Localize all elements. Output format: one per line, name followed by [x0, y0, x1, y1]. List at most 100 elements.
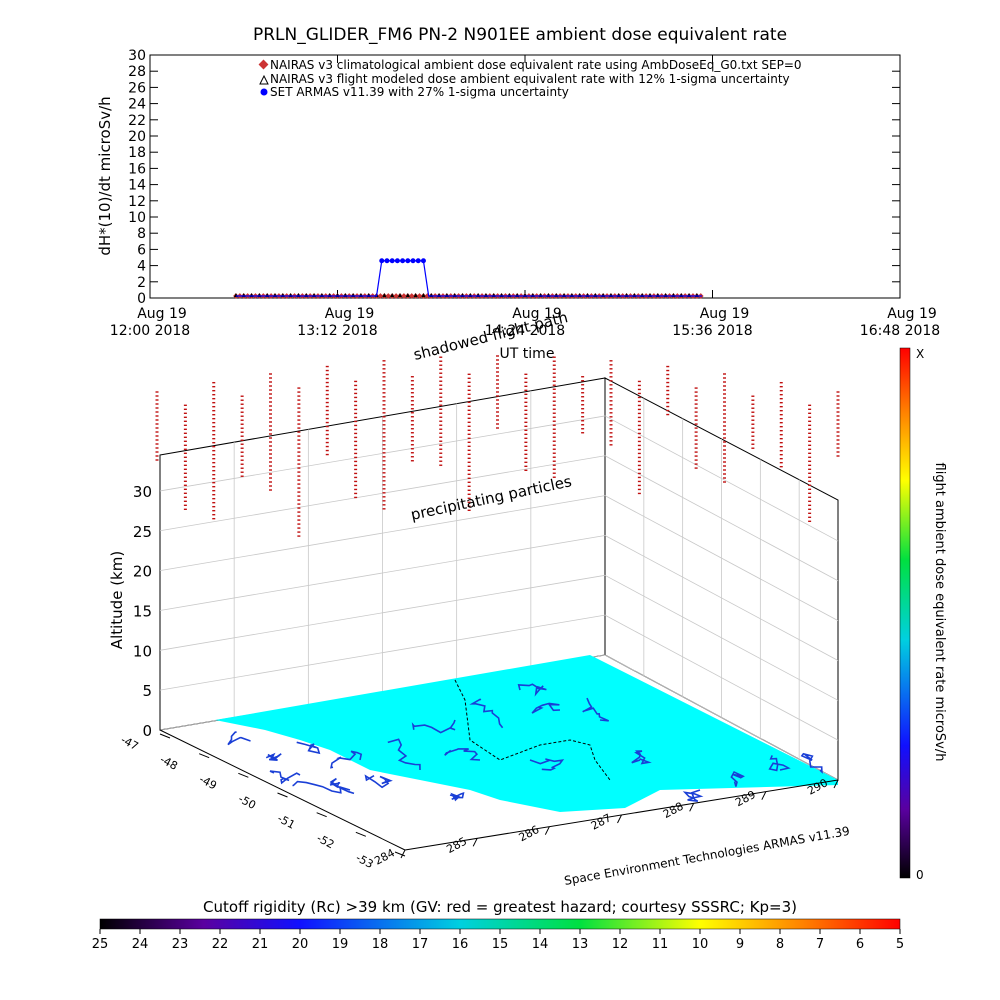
latitude-tick [159, 733, 171, 739]
series-armas-line [235, 260, 703, 297]
point-modeled [405, 293, 410, 297]
coastline-segment [411, 719, 456, 734]
point-modeled [413, 293, 418, 297]
latitude-tick [198, 753, 210, 759]
point-modeled [390, 293, 395, 297]
top-y-tick-label: 12 [128, 194, 146, 210]
coastline-segment [531, 702, 561, 714]
longitude-tick [400, 849, 406, 859]
point-modeled [382, 293, 387, 297]
latitude-tick [394, 851, 406, 857]
bottom-colorbar-tick-label: 12 [612, 937, 629, 952]
cyan-surface [215, 655, 838, 812]
coastline-segment [529, 758, 565, 771]
right-colorbar [899, 347, 911, 879]
point-modeled [421, 293, 426, 297]
coastline-segment [364, 774, 393, 789]
right-colorbar-max-label: X [916, 347, 924, 361]
point-climatological [408, 293, 415, 299]
point-armas [420, 258, 426, 264]
precipitating-particles [155, 355, 840, 537]
bottom-colorbar-ticks: 25 24 23 22 21 20 19 18 17 16 15 14 13 12 11 10 9 8 7 6 5 [92, 929, 904, 952]
point-armas [400, 258, 406, 264]
coastline-segment [292, 780, 351, 794]
bottom-colorbar [99, 918, 901, 930]
credit-text: Space Environment Technologies ARMAS v11… [563, 824, 851, 888]
point-armas [379, 258, 385, 264]
bottom-colorbar-tick-label: 13 [572, 937, 589, 952]
longitude-tick [472, 838, 478, 847]
altitude-axis: 0 5 10 15 20 25 30 [133, 483, 152, 740]
bottom-colorbar-tick-label: 6 [856, 937, 864, 952]
bottom-colorbar-tick-label: 25 [92, 937, 109, 952]
legend-marker-climatological [258, 59, 269, 70]
bottom-colorbar-tick-label: 17 [412, 937, 429, 952]
top-y-tick-label: 22 [128, 113, 146, 129]
coastline-segment [227, 731, 251, 746]
coastline-segment [329, 777, 355, 795]
top-y-tick-label: 8 [137, 226, 146, 242]
longitude-tick [761, 791, 767, 800]
bottom-colorbar-tick-label: 7 [816, 937, 824, 952]
point-armas [394, 258, 400, 264]
legend-item-modeled: NAIRAS v3 flight modeled dose ambient eq… [270, 72, 790, 86]
legend-marker-armas [260, 88, 268, 96]
annotation-precipitating-particles: precipitating particles [409, 472, 573, 524]
top-x-tick-date: Aug 19 [137, 306, 187, 322]
legend-item-armas: SET ARMAS v11.39 with 27% 1-sigma uncert… [270, 85, 569, 99]
bottom-colorbar-tick-label: 9 [736, 937, 744, 952]
top-y-tick-label: 26 [128, 80, 146, 96]
point-climatological [385, 293, 392, 299]
coastline-segment [330, 750, 363, 769]
top-y-tick-label: 4 [137, 259, 146, 275]
right-colorbar-min-label: 0 [916, 868, 924, 882]
bottom-colorbar-tick-label: 20 [292, 937, 309, 952]
longitude-tick [689, 803, 695, 812]
bottom-colorbar-tick-label: 10 [692, 937, 709, 952]
legend-item-climatological: NAIRAS v3 climatological ambient dose eq… [270, 58, 802, 72]
top-x-tick-date: Aug 19 [325, 306, 375, 322]
latitude-tick-label: -52 [314, 832, 336, 852]
longitude-tick [617, 814, 622, 824]
coastline-segment [469, 698, 504, 729]
altitude-tick-label: 5 [142, 682, 152, 700]
top-x-tick-time: 13:12 2018 [297, 323, 377, 339]
coastline-segment [296, 741, 321, 755]
latitude-tick [277, 792, 288, 798]
altitude-tick-label: 15 [133, 602, 152, 620]
top-x-tick-date: Aug 19 [512, 306, 562, 322]
bottom-colorbar-tick-label: 15 [492, 937, 509, 952]
top-x-tick-date: Aug 19 [887, 306, 937, 322]
bottom-colorbar-tick-label: 14 [532, 937, 549, 952]
legend: NAIRAS v3 climatological ambient dose eq… [258, 58, 802, 99]
top-x-tick-time: 16:48 2018 [860, 323, 940, 339]
point-armas [384, 258, 390, 264]
floor-edge-front-left [159, 729, 406, 851]
longitude-tick-label: 286 [517, 823, 542, 844]
point-armas [389, 258, 395, 264]
top-y-tick-label: 20 [128, 129, 146, 145]
altitude-tick-label: 0 [142, 722, 152, 740]
top-y-tick-label: 30 [128, 48, 146, 64]
bottom-colorbar-tick-label: 18 [372, 937, 389, 952]
point-armas [415, 258, 421, 264]
coastline-segment [631, 750, 652, 765]
longitude-tick-label: 289 [733, 788, 758, 809]
point-modeled [398, 293, 402, 297]
coastline-segment [517, 683, 547, 697]
top-y-tick-label: 2 [137, 275, 146, 291]
latitude-tick [316, 812, 327, 818]
bottom-colorbar-tick-label: 8 [776, 937, 784, 952]
point-climatological [377, 293, 384, 299]
bottom-colorbar-tick-label: 24 [132, 937, 149, 952]
top-y-tick-label: 16 [128, 161, 146, 177]
top-series [233, 258, 704, 299]
longitude-tick-label: 284 [372, 846, 397, 867]
right-colorbar-label: flight ambient dose equivalent rate micr… [932, 463, 947, 762]
altitude-tick-label: 10 [133, 642, 152, 660]
top-x-axis-label: UT time [500, 346, 555, 362]
longitude-tick-label: 288 [661, 800, 686, 821]
top-x-tick-date: Aug 19 [700, 306, 750, 322]
altitude-axis-label: Altitude (km) [108, 551, 126, 649]
